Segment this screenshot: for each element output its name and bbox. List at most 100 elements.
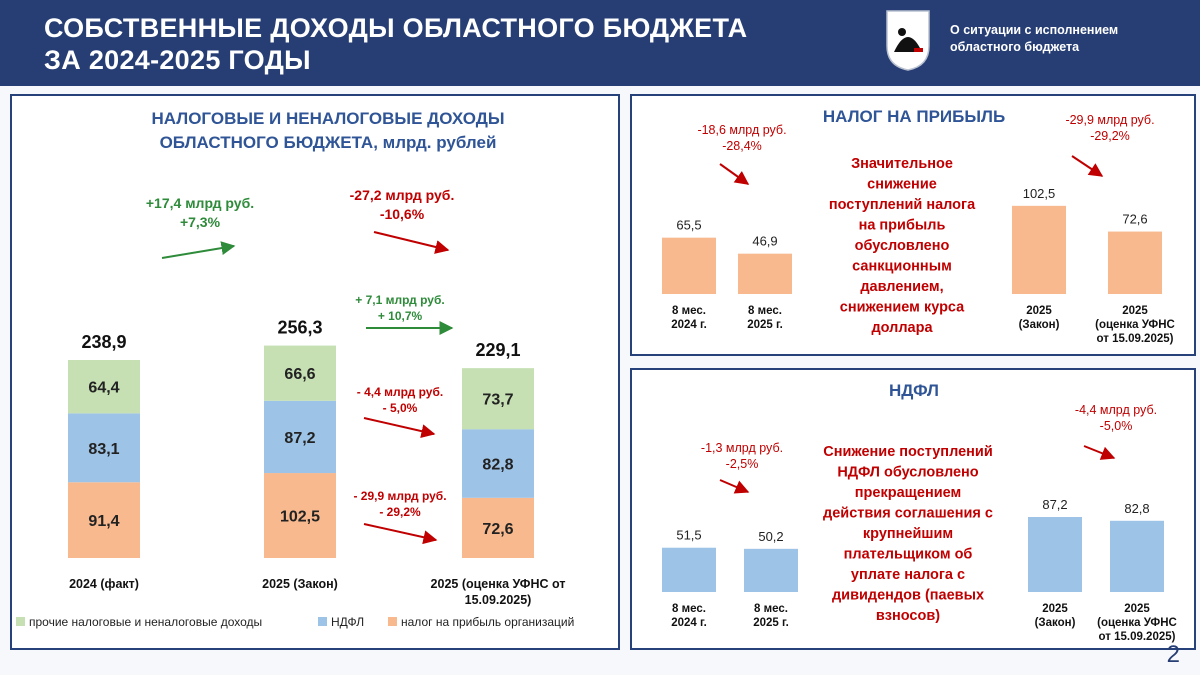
explanation-text: доллара [871,320,933,336]
change-annotation: -1,3 млрд руб. [701,441,783,455]
bar-segment-label: 87,2 [284,430,315,447]
explanation-text: НДФЛ обусловлено [837,465,978,481]
bar-value-label: 46,9 [752,234,777,249]
explanation-text: санкционным [852,259,952,275]
x-category-label: 2025 [1124,603,1150,615]
bar-segment [68,413,140,483]
x-category-label: 2024 (факт) [69,577,139,591]
change-annotation: -18,6 млрд руб. [697,123,786,137]
change-annotation: -29,2% [1090,129,1130,143]
change-annotation: -28,4% [722,139,762,153]
change-annotation: - 29,2% [379,505,421,519]
change-annotation: +17,4 млрд руб. [146,195,254,211]
bar [1110,520,1164,592]
x-category-label: (Закон) [1019,319,1060,331]
change-arrow [161,241,236,259]
explanation-text: Снижение поступлений [823,444,993,460]
legend-swatch [16,617,25,626]
explanation-text: крупнейшим [863,526,953,542]
bar-segment-label: 66,6 [284,366,315,383]
bar-value-label: 102,5 [1023,186,1056,201]
bar-segment-label: 91,4 [88,513,119,530]
explanation-text: на прибыль [859,218,946,234]
explanation-text: поступлений налога [829,197,976,213]
x-category-label: 15.09.2025) [465,593,532,607]
bar-value-label: 65,5 [676,218,701,233]
change-arrow [363,417,436,439]
x-category-label: от 15.09.2025) [1099,631,1176,643]
profit-tax-panel: НАЛОГ НА ПРИБЫЛЬ 65,5 8 мес. 2024 г. 46,9 8 м… [630,94,1196,356]
bar-segment [462,429,534,498]
explanation-text: снижением курса [840,300,965,316]
bar-segment-label: 82,8 [482,457,513,474]
header-subtitle-line-1: О ситуации с исполнением [950,23,1119,37]
explanation-text: обусловлено [855,238,950,254]
change-annotation: + 10,7% [378,309,423,323]
bar-segment [68,360,140,414]
bar-value-label: 50,2 [758,529,783,544]
page-title: СОБСТВЕННЫЕ ДОХОДЫ ОБЛАСТНОГО БЮДЖЕТА ЗА… [44,12,747,76]
x-category-label: (оценка УФНС [1095,319,1175,331]
legend-label: прочие налоговые и неналоговые доходы [29,615,262,629]
change-annotation: -29,9 млрд руб. [1065,113,1154,127]
main-chart-title-line-1: НАЛОГОВЫЕ И НЕНАЛОГОВЫЕ ДОХОДЫ [152,109,505,128]
panel-title: НДФЛ [889,381,939,400]
x-category-label: 2024 г. [671,617,707,629]
explanation-text: давлением, [860,279,943,295]
x-category-label: 2025 (оценка УФНС от [431,577,566,591]
x-category-label: 8 мес. [672,603,706,615]
explanation-text: взносов) [876,608,940,624]
change-arrow [719,479,750,494]
bar [744,548,798,592]
bar-total-label: 256,3 [277,318,322,338]
bar-total-label: 238,9 [81,332,126,352]
change-arrow [1071,155,1104,177]
explanation-text: Значительное [851,156,953,172]
explanation-text: дивидендов (паевых [832,588,984,604]
header-subtitle-line-2: областного бюджета [950,40,1080,54]
bar-segment [264,400,336,474]
bar [1012,205,1066,294]
coat-of-arms-icon [886,10,930,71]
bar-segment-label: 72,6 [482,521,513,538]
bar-total-label: 229,1 [475,340,520,360]
change-annotation: -5,0% [1100,419,1133,433]
bar [662,237,716,294]
bar-value-label: 72,6 [1122,212,1147,227]
bar-segment [264,345,336,401]
bar-segment [462,497,534,558]
explanation-text: плательщиком об [844,547,973,563]
panel-title: НАЛОГ НА ПРИБЫЛЬ [823,107,1005,126]
bar-value-label: 51,5 [676,528,701,543]
x-category-label: 8 мес. [754,603,788,615]
legend-label: налог на прибыль организаций [401,615,574,629]
bar-segment-label: 64,4 [88,380,119,397]
change-arrow [1083,445,1116,460]
change-annotation: - 5,0% [383,401,418,415]
header-subtitle: О ситуации с исполнением областного бюдж… [950,22,1190,56]
bar-segment-label: 102,5 [280,509,320,526]
bar-value-label: 87,2 [1042,497,1067,512]
explanation-text: действия соглашения с [823,506,993,522]
page-title-line-2: ЗА 2024-2025 ГОДЫ [44,45,311,75]
profit-tax-chart: НАЛОГ НА ПРИБЫЛЬ 65,5 8 мес. 2024 г. 46,9 8 м… [662,107,1175,345]
page-number: 2 [1166,641,1180,668]
bar-value-label: 82,8 [1124,501,1149,516]
x-category-label: (оценка УФНС [1097,617,1177,629]
ndfl-chart: НДФЛ 51,5 8 мес. 2024 г. 50,2 8 мес. 2025 г. -1… [662,381,1177,643]
x-category-label: 2025 [1122,305,1148,317]
change-annotation: - 4,4 млрд руб. [357,385,443,399]
legend-swatch [318,617,327,626]
x-category-label: 2025 г. [747,319,783,331]
legend-swatch [388,617,397,626]
bar-segment-label: 73,7 [482,392,513,409]
change-annotation: -2,5% [726,457,759,471]
main-stacked-chart: НАЛОГОВЫЕ И НЕНАЛОГОВЫЕ ДОХОДЫ ОБЛАСТНОГО… [16,109,574,629]
x-category-label: 2025 [1026,305,1052,317]
x-category-label: от 15.09.2025) [1097,333,1174,345]
x-category-label: 2025 г. [753,617,789,629]
change-arrow [719,163,750,185]
legend-label: НДФЛ [331,615,364,629]
bar [1028,517,1082,592]
x-category-label: 8 мес. [672,305,706,317]
